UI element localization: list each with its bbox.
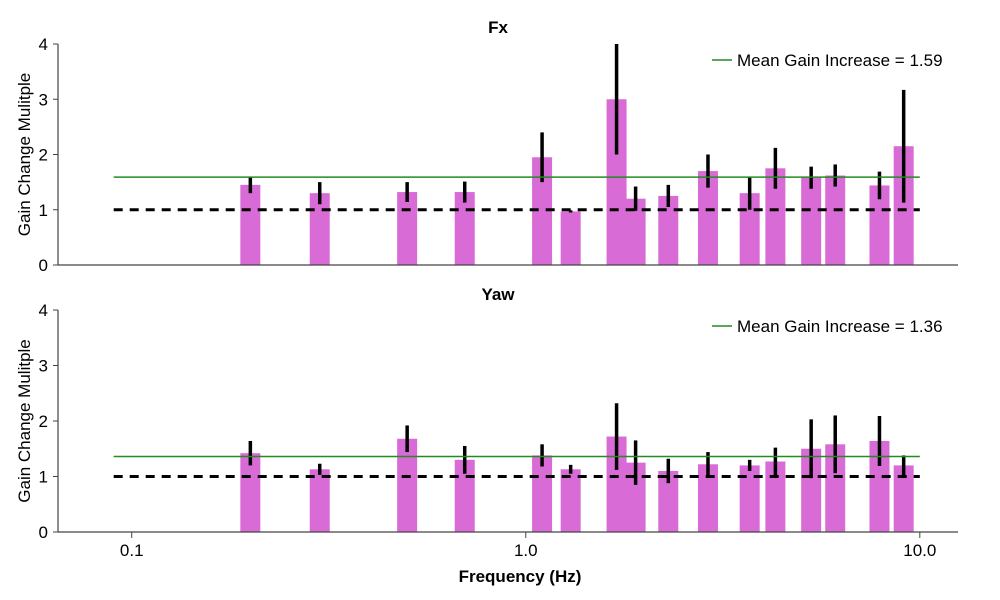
panel-2-y-tick-label: 2	[39, 412, 48, 431]
panel-2-bar	[825, 444, 846, 532]
panel-1-y-tick-label: 4	[39, 35, 48, 54]
panel-1-bar	[625, 198, 646, 265]
panel-2-bar	[869, 440, 890, 532]
panel-1-bar	[893, 146, 914, 265]
panel-2-bar	[625, 462, 646, 532]
panel-2-x-tick-label: 0.1	[120, 541, 144, 560]
panel-2-bar	[309, 469, 330, 532]
panel-2-y-tick-label: 3	[39, 357, 48, 376]
panel-1-bar	[801, 177, 822, 265]
panel-2-bar	[801, 448, 822, 532]
panel-1-title: Fx	[488, 18, 508, 37]
panel-2-x-tick-label: 1.0	[514, 541, 538, 560]
panel-1-y-tick-label: 1	[39, 201, 48, 220]
panel-1-bar	[765, 168, 786, 265]
panel-2-y-tick-label: 4	[39, 301, 48, 320]
panel-1-bar	[240, 184, 261, 265]
panel-1-bar	[658, 195, 679, 265]
panel-2-x-axis-label: Frequency (Hz)	[459, 567, 582, 586]
panel-2-y-axis-label: Gain Change Mulitple	[15, 339, 34, 502]
panel-2-title: Yaw	[481, 285, 515, 304]
panel-2-y-tick-label: 0	[39, 523, 48, 542]
panel-2-bar	[697, 464, 718, 532]
panel-1-bar	[397, 192, 418, 265]
panel-2-bar	[532, 455, 553, 532]
panel-1-legend-label: Mean Gain Increase = 1.59	[737, 51, 943, 70]
panel-1-bar	[560, 211, 581, 265]
panel-1-y-axis-label: Gain Change Mulitple	[15, 73, 34, 236]
panel-1-y-tick-label: 2	[39, 146, 48, 165]
panel-2-x-tick-label: 10.0	[903, 541, 936, 560]
panel-2-bar	[240, 453, 261, 532]
panel-1-y-tick-label: 3	[39, 90, 48, 109]
panel-1-bar	[532, 157, 553, 265]
panel-2-legend-label: Mean Gain Increase = 1.36	[737, 317, 943, 336]
panel-2-bar	[658, 470, 679, 532]
panel-1-bar	[697, 171, 718, 265]
panel-1-bar	[869, 185, 890, 265]
panel-1-bar	[606, 99, 627, 265]
panel-1-y-tick-label: 0	[39, 256, 48, 275]
panel-2-bar	[606, 436, 627, 532]
panel-2-y-tick-label: 1	[39, 468, 48, 487]
panel-2-bar	[560, 469, 581, 532]
panel-1-bar	[825, 175, 846, 265]
panel-2-bar	[397, 438, 418, 532]
panel-2-bar	[765, 461, 786, 532]
panel-2-bar	[893, 465, 914, 532]
panel-1-bar	[454, 192, 475, 265]
panel-2-bar	[739, 465, 760, 532]
